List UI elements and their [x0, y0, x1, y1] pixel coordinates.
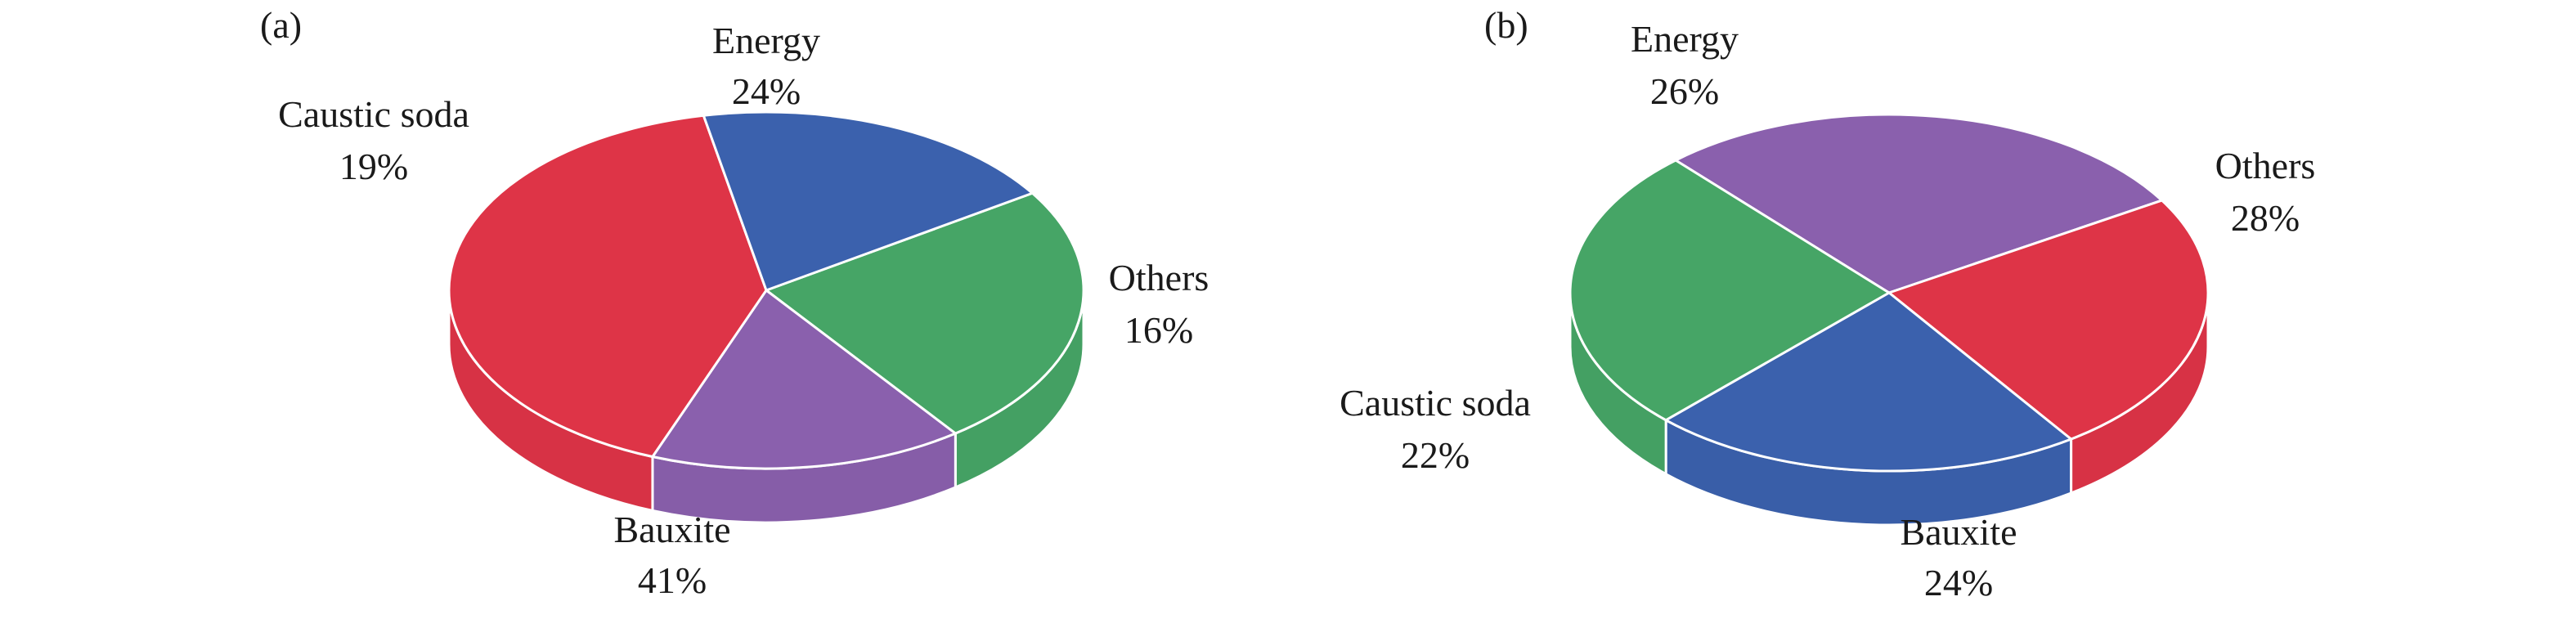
pie-a-label-bauxite: Bauxite [613, 509, 730, 550]
pie-b-label-bauxite: Bauxite [1900, 511, 2017, 553]
pie-b-value-caustic-soda: 22% [1401, 434, 1470, 476]
pie-chart-b: (b) Others 28% Bauxite 24% Caustic soda 22% En… [1340, 4, 2315, 603]
pie-a-slice-energy [765, 191, 1085, 435]
pie-a-value-energy: 24% [732, 70, 801, 112]
pie-b-slice-energy [1568, 159, 1891, 422]
pie-b-label-others: Others [2215, 145, 2316, 186]
pie-b-value-others: 28% [2231, 197, 2300, 239]
pie-a-slice-others [651, 289, 957, 470]
pie-b-value-bauxite: 24% [1924, 562, 1993, 603]
pie-chart-a: (a) Energy 24% Others 16% Bauxite 41% Caustic … [260, 4, 1209, 601]
pie-a-value-caustic-soda: 19% [339, 146, 408, 187]
pie-b-slice-others [1674, 113, 2164, 294]
pie-b-slice-caustic-soda [1664, 291, 2073, 473]
pie-b-label-energy: Energy [1631, 18, 1739, 60]
pie-a-slice-bauxite [447, 114, 768, 459]
pie-b-value-energy: 26% [1650, 70, 1719, 112]
pie-a-label-caustic-soda: Caustic soda [278, 93, 469, 135]
panel-label-b: (b) [1484, 4, 1528, 46]
pie-a-value-bauxite: 41% [638, 559, 707, 601]
pie-a-label-others: Others [1109, 257, 1209, 298]
pie-a-slice-caustic-soda [702, 110, 1034, 292]
pie-b-slice-bauxite [1887, 199, 2210, 441]
pie-a-label-energy: Energy [712, 20, 820, 61]
pie-a-value-others: 16% [1124, 309, 1193, 351]
panel-label-a: (a) [260, 4, 302, 46]
pie-b-label-caustic-soda: Caustic soda [1340, 382, 1531, 424]
